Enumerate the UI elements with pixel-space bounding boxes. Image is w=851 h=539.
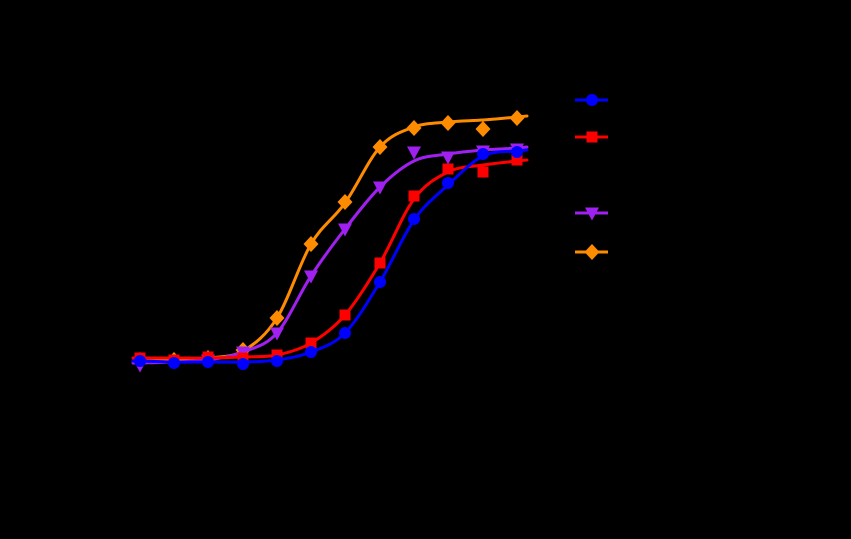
series-purple-triangle-marker [407,146,421,160]
series-purple-triangle-marker [373,181,387,195]
legend-entry-4 [575,244,608,260]
series-blue-circle-marker [442,177,454,189]
legend-triangle-down-icon [585,207,599,221]
legend-entry-3 [575,207,608,221]
series-blue-circle [131,146,529,370]
series-blue-circle-marker [168,357,180,369]
series-blue-circle-marker [305,346,317,358]
series-blue-circle-marker [477,148,489,160]
series-red-square-marker [442,163,454,175]
series-purple-triangle-marker [304,270,318,284]
series-red-square-marker [339,309,351,321]
legend-diamond-icon [584,244,600,260]
series-blue-circle-marker [339,327,351,339]
series-blue-circle-marker [202,356,214,368]
series-blue-circle-marker [237,358,249,370]
legend-circle-icon [586,94,598,106]
legend [575,94,608,260]
series-orange-diamond-marker [406,120,422,136]
legend-entry-1 [575,94,608,106]
series-orange-diamond-marker [303,236,319,252]
legend-entry-2 [575,131,608,143]
series-red-square-marker [408,190,420,202]
series-blue-circle-marker [408,213,420,225]
series-blue-circle-marker [511,146,523,158]
series-blue-circle-marker [271,355,283,367]
series-purple-triangle-marker [270,327,284,341]
series-orange-diamond-marker [475,121,491,137]
series-orange-diamond-marker [269,310,285,326]
series-purple-triangle-marker [338,223,352,237]
series-red-square-marker [511,154,523,166]
series-red-square-marker [305,337,317,349]
series-orange-diamond-marker [509,110,525,126]
series-orange-diamond-marker [440,115,456,131]
series-red-square-marker [374,257,386,269]
series-orange-diamond-marker [337,194,353,210]
series-blue-circle-marker [134,355,146,367]
legend-square-icon [586,131,598,143]
curves-group [131,110,529,373]
series-red-square-marker [477,166,489,178]
series-blue-circle-marker [374,276,386,288]
series-purple-triangle-marker [441,151,455,165]
series-orange-diamond-marker [372,139,388,155]
